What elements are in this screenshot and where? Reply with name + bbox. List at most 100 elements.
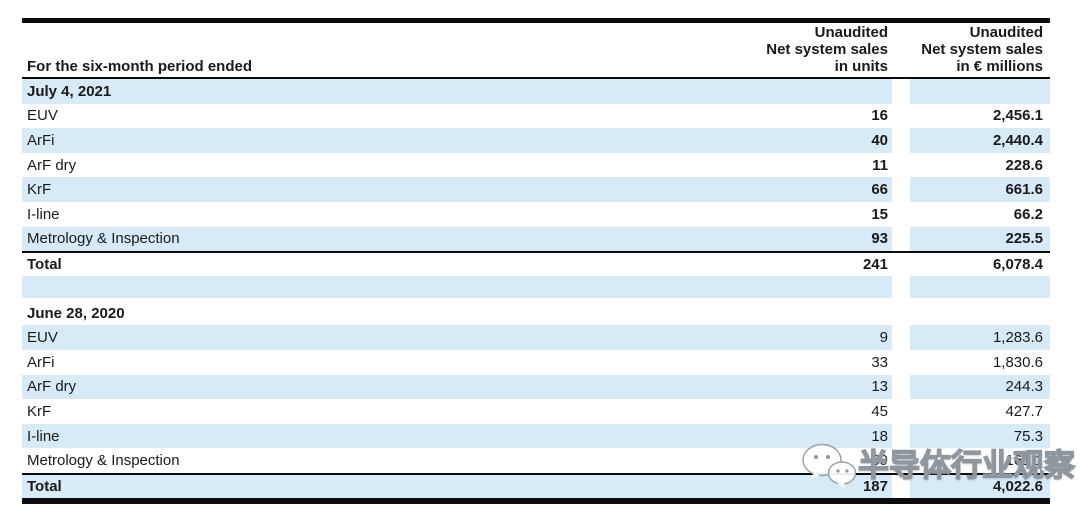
row-label: EUV [22,325,712,350]
total-units-value: 187 [712,474,892,498]
eur-value: 427.7 [910,399,1050,424]
row-label: EUV [22,103,712,129]
section-date: June 28, 2020 [22,300,712,326]
units-value: 66 [712,177,892,202]
column-gap [892,201,910,227]
units-value: 40 [712,128,892,153]
table-row: ArF dry 11 228.6 [22,152,1050,178]
column-gap [892,399,910,424]
row-label: KrF [22,399,712,424]
eur-value: 661.6 [910,177,1050,202]
total-row: Total 187 4,022.6 [22,472,1050,498]
eur-value: 75.3 [910,423,1050,449]
section-date-row: June 28, 2020 [22,300,1050,326]
table-header: For the six-month period ended Unaudited… [22,23,1050,79]
row-label: ArFi [22,349,712,375]
units-value [712,79,892,104]
row-label: KrF [22,177,712,202]
column-gap [892,374,910,400]
eur-value: 2,440.4 [910,128,1050,153]
column-gap [892,103,910,129]
eur-value: 1,830.6 [910,349,1050,375]
spacer-cell [712,275,892,298]
row-label: I-line [22,201,712,227]
column-gap [892,448,910,473]
units-value [712,300,892,326]
bottom-rule [22,497,1050,504]
column-gap [892,297,910,301]
row-label: Metrology & Inspection [22,226,712,252]
spacer-cell [22,275,712,298]
units-value: 45 [712,399,892,424]
column-gap [892,177,910,202]
units-value: 13 [712,374,892,400]
table-row: ArFi 40 2,440.4 [22,128,1050,153]
eur-value [910,79,1050,104]
column-header-units-line2: Net system sales [766,41,888,58]
table-row: EUV 16 2,456.1 [22,103,1050,129]
row-label: I-line [22,423,712,449]
total-units-value: 241 [712,253,892,276]
table-row: ArF dry 13 244.3 [22,374,1050,400]
table-row: I-line 18 75.3 [22,423,1050,449]
column-gap [892,152,910,178]
table-row: KrF 66 661.6 [22,177,1050,202]
total-eur-value: 6,078.4 [910,253,1050,276]
column-gap [892,79,910,104]
column-gap [892,349,910,375]
row-label: ArFi [22,128,712,153]
spacer-cell [910,275,1050,298]
column-gap [892,474,910,498]
column-gap [892,423,910,449]
table-row: ArFi 33 1,830.6 [22,349,1050,375]
column-header-units: Unaudited Net system sales in units [712,24,892,75]
eur-value: 161.1 [910,448,1050,473]
units-value: 9 [712,325,892,350]
column-gap [892,300,910,326]
column-gap [892,275,910,298]
column-gap [892,226,910,252]
column-gap [892,253,910,276]
total-row: Total 241 6,078.4 [22,251,1050,276]
column-gap [892,325,910,350]
table-row: Metrology & Inspection 69 161.1 [22,448,1050,473]
table-row: I-line 15 66.2 [22,201,1050,227]
units-value: 69 [712,448,892,473]
column-header-eur-line1: Unaudited [969,24,1043,41]
spacer-row [22,297,1050,301]
eur-value [910,300,1050,326]
units-value: 16 [712,103,892,129]
spacer-row [22,275,1050,298]
table-row: Metrology & Inspection 93 225.5 [22,226,1050,252]
units-value: 93 [712,226,892,252]
section-date-row: July 4, 2021 [22,79,1050,104]
eur-value: 228.6 [910,152,1050,178]
period-header: For the six-month period ended [27,58,253,75]
table-row: EUV 9 1,283.6 [22,325,1050,350]
eur-value: 2,456.1 [910,103,1050,129]
total-eur-value: 4,022.6 [910,474,1050,498]
spacer-cell [22,297,712,301]
table-row: KrF 45 427.7 [22,399,1050,424]
spacer-cell [910,297,1050,301]
column-header-units-line3: in units [834,58,888,75]
units-value: 11 [712,152,892,178]
column-header-eur: Unaudited Net system sales in € millions [910,24,1050,75]
eur-value: 1,283.6 [910,325,1050,350]
column-header-eur-line2: Net system sales [921,41,1043,58]
row-label: ArF dry [22,152,712,178]
column-header-units-line1: Unaudited [814,24,888,41]
section-date: July 4, 2021 [22,79,712,104]
total-label: Total [22,474,712,498]
net-system-sales-table: For the six-month period ended Unaudited… [22,18,1050,504]
row-label: ArF dry [22,374,712,400]
spacer-cell [712,297,892,301]
units-value: 18 [712,423,892,449]
units-value: 15 [712,201,892,227]
eur-value: 66.2 [910,201,1050,227]
eur-value: 244.3 [910,374,1050,400]
row-label: Metrology & Inspection [22,448,712,473]
top-rule [22,18,1050,23]
total-label: Total [22,253,712,276]
